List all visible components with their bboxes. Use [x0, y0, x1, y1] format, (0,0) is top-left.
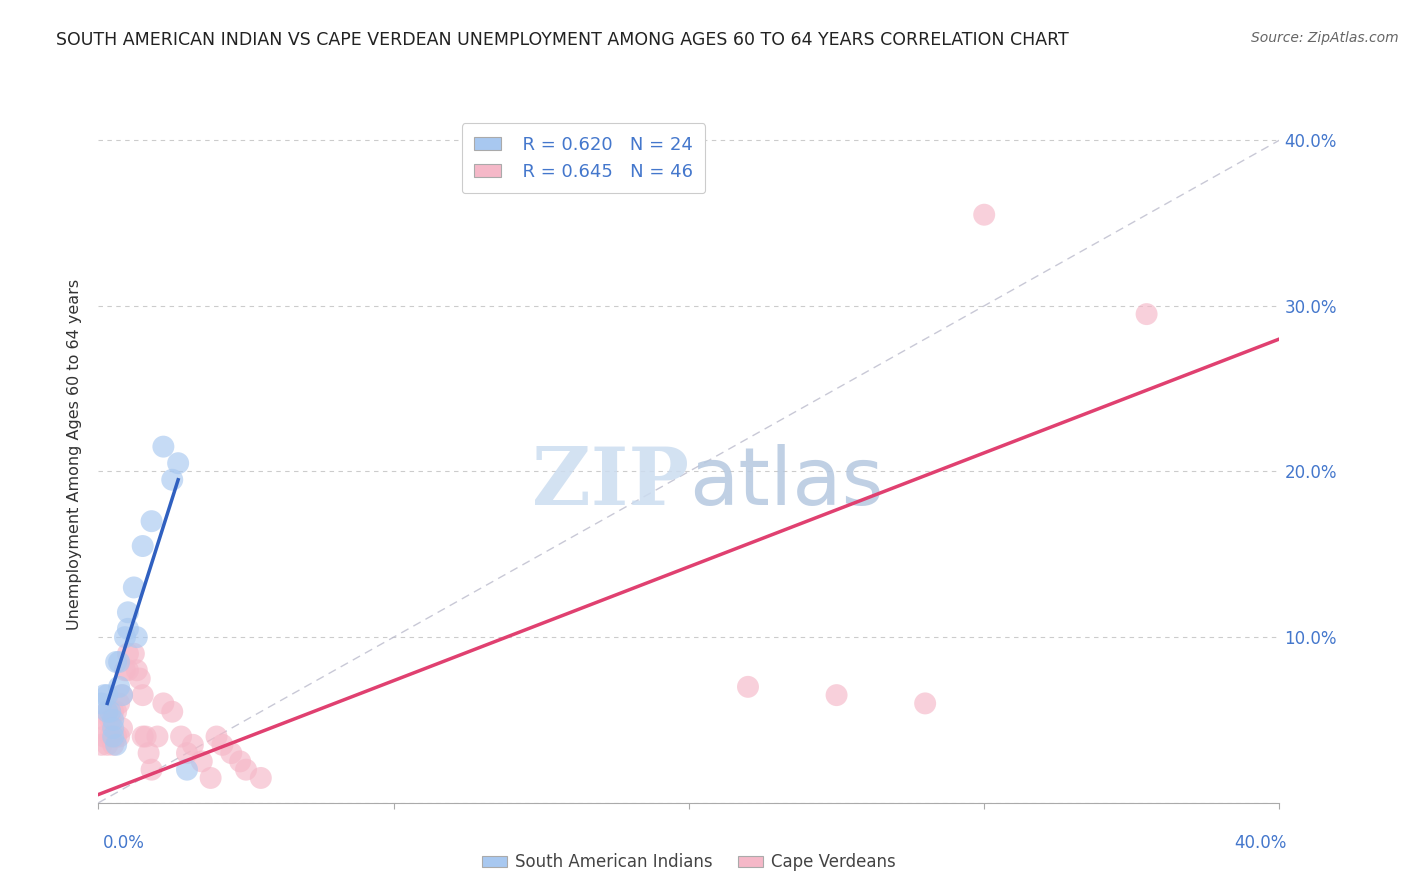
Point: [108, 655, 131, 669]
Point: [96, 705, 118, 719]
Point: [108, 680, 131, 694]
Point: [1135, 307, 1157, 321]
Point: [114, 630, 136, 644]
Point: [138, 746, 160, 760]
Point: [191, 755, 214, 769]
Point: [181, 738, 204, 752]
Text: Source: ZipAtlas.com: Source: ZipAtlas.com: [1251, 31, 1399, 45]
Point: [825, 688, 848, 702]
Point: [105, 705, 128, 719]
Point: [973, 208, 995, 222]
Text: atlas: atlas: [689, 443, 883, 522]
Point: [117, 663, 139, 677]
Point: [111, 688, 134, 702]
Point: [96, 705, 118, 719]
Point: [125, 630, 148, 644]
Point: [103, 721, 125, 735]
Point: [135, 730, 157, 744]
Point: [122, 647, 145, 661]
Point: [235, 763, 257, 777]
Point: [98, 730, 121, 744]
Point: [103, 730, 125, 744]
Point: [141, 763, 163, 777]
Point: [111, 688, 134, 702]
Point: [167, 456, 190, 470]
Point: [132, 539, 155, 553]
Point: [176, 746, 198, 760]
Point: [105, 730, 128, 744]
Point: [93, 730, 115, 744]
Point: [93, 688, 115, 702]
Point: [105, 655, 128, 669]
Point: [117, 605, 139, 619]
Legend: South American Indians, Cape Verdeans: South American Indians, Cape Verdeans: [475, 847, 903, 878]
Point: [176, 763, 198, 777]
Point: [90, 697, 112, 711]
Point: [108, 730, 131, 744]
Point: [103, 738, 125, 752]
Point: [229, 755, 252, 769]
Point: [98, 713, 121, 727]
Point: [170, 730, 193, 744]
Point: [90, 738, 112, 752]
Point: [146, 730, 169, 744]
Point: [162, 705, 183, 719]
Point: [105, 738, 128, 752]
Point: [96, 738, 118, 752]
Text: 40.0%: 40.0%: [1234, 834, 1286, 852]
Point: [108, 697, 131, 711]
Text: SOUTH AMERICAN INDIAN VS CAPE VERDEAN UNEMPLOYMENT AMONG AGES 60 TO 64 YEARS COR: SOUTH AMERICAN INDIAN VS CAPE VERDEAN UN…: [56, 31, 1069, 49]
Point: [152, 697, 174, 711]
Point: [250, 771, 273, 785]
Point: [211, 738, 233, 752]
Point: [103, 713, 125, 727]
Point: [128, 672, 150, 686]
Point: [117, 622, 139, 636]
Point: [132, 730, 155, 744]
Point: [205, 730, 228, 744]
Point: [103, 705, 125, 719]
Point: [132, 688, 155, 702]
Point: [141, 514, 163, 528]
Point: [162, 473, 183, 487]
Point: [96, 688, 118, 702]
Point: [93, 713, 115, 727]
Point: [117, 647, 139, 661]
Point: [114, 663, 136, 677]
Point: [737, 680, 759, 694]
Text: ZIP: ZIP: [531, 443, 689, 522]
Point: [125, 663, 148, 677]
Point: [111, 721, 134, 735]
Point: [914, 697, 936, 711]
Point: [98, 705, 121, 719]
Point: [90, 721, 112, 735]
Point: [200, 771, 222, 785]
Text: 0.0%: 0.0%: [103, 834, 145, 852]
Point: [219, 746, 242, 760]
Y-axis label: Unemployment Among Ages 60 to 64 years: Unemployment Among Ages 60 to 64 years: [67, 279, 83, 631]
Point: [152, 440, 174, 454]
Point: [122, 581, 145, 595]
